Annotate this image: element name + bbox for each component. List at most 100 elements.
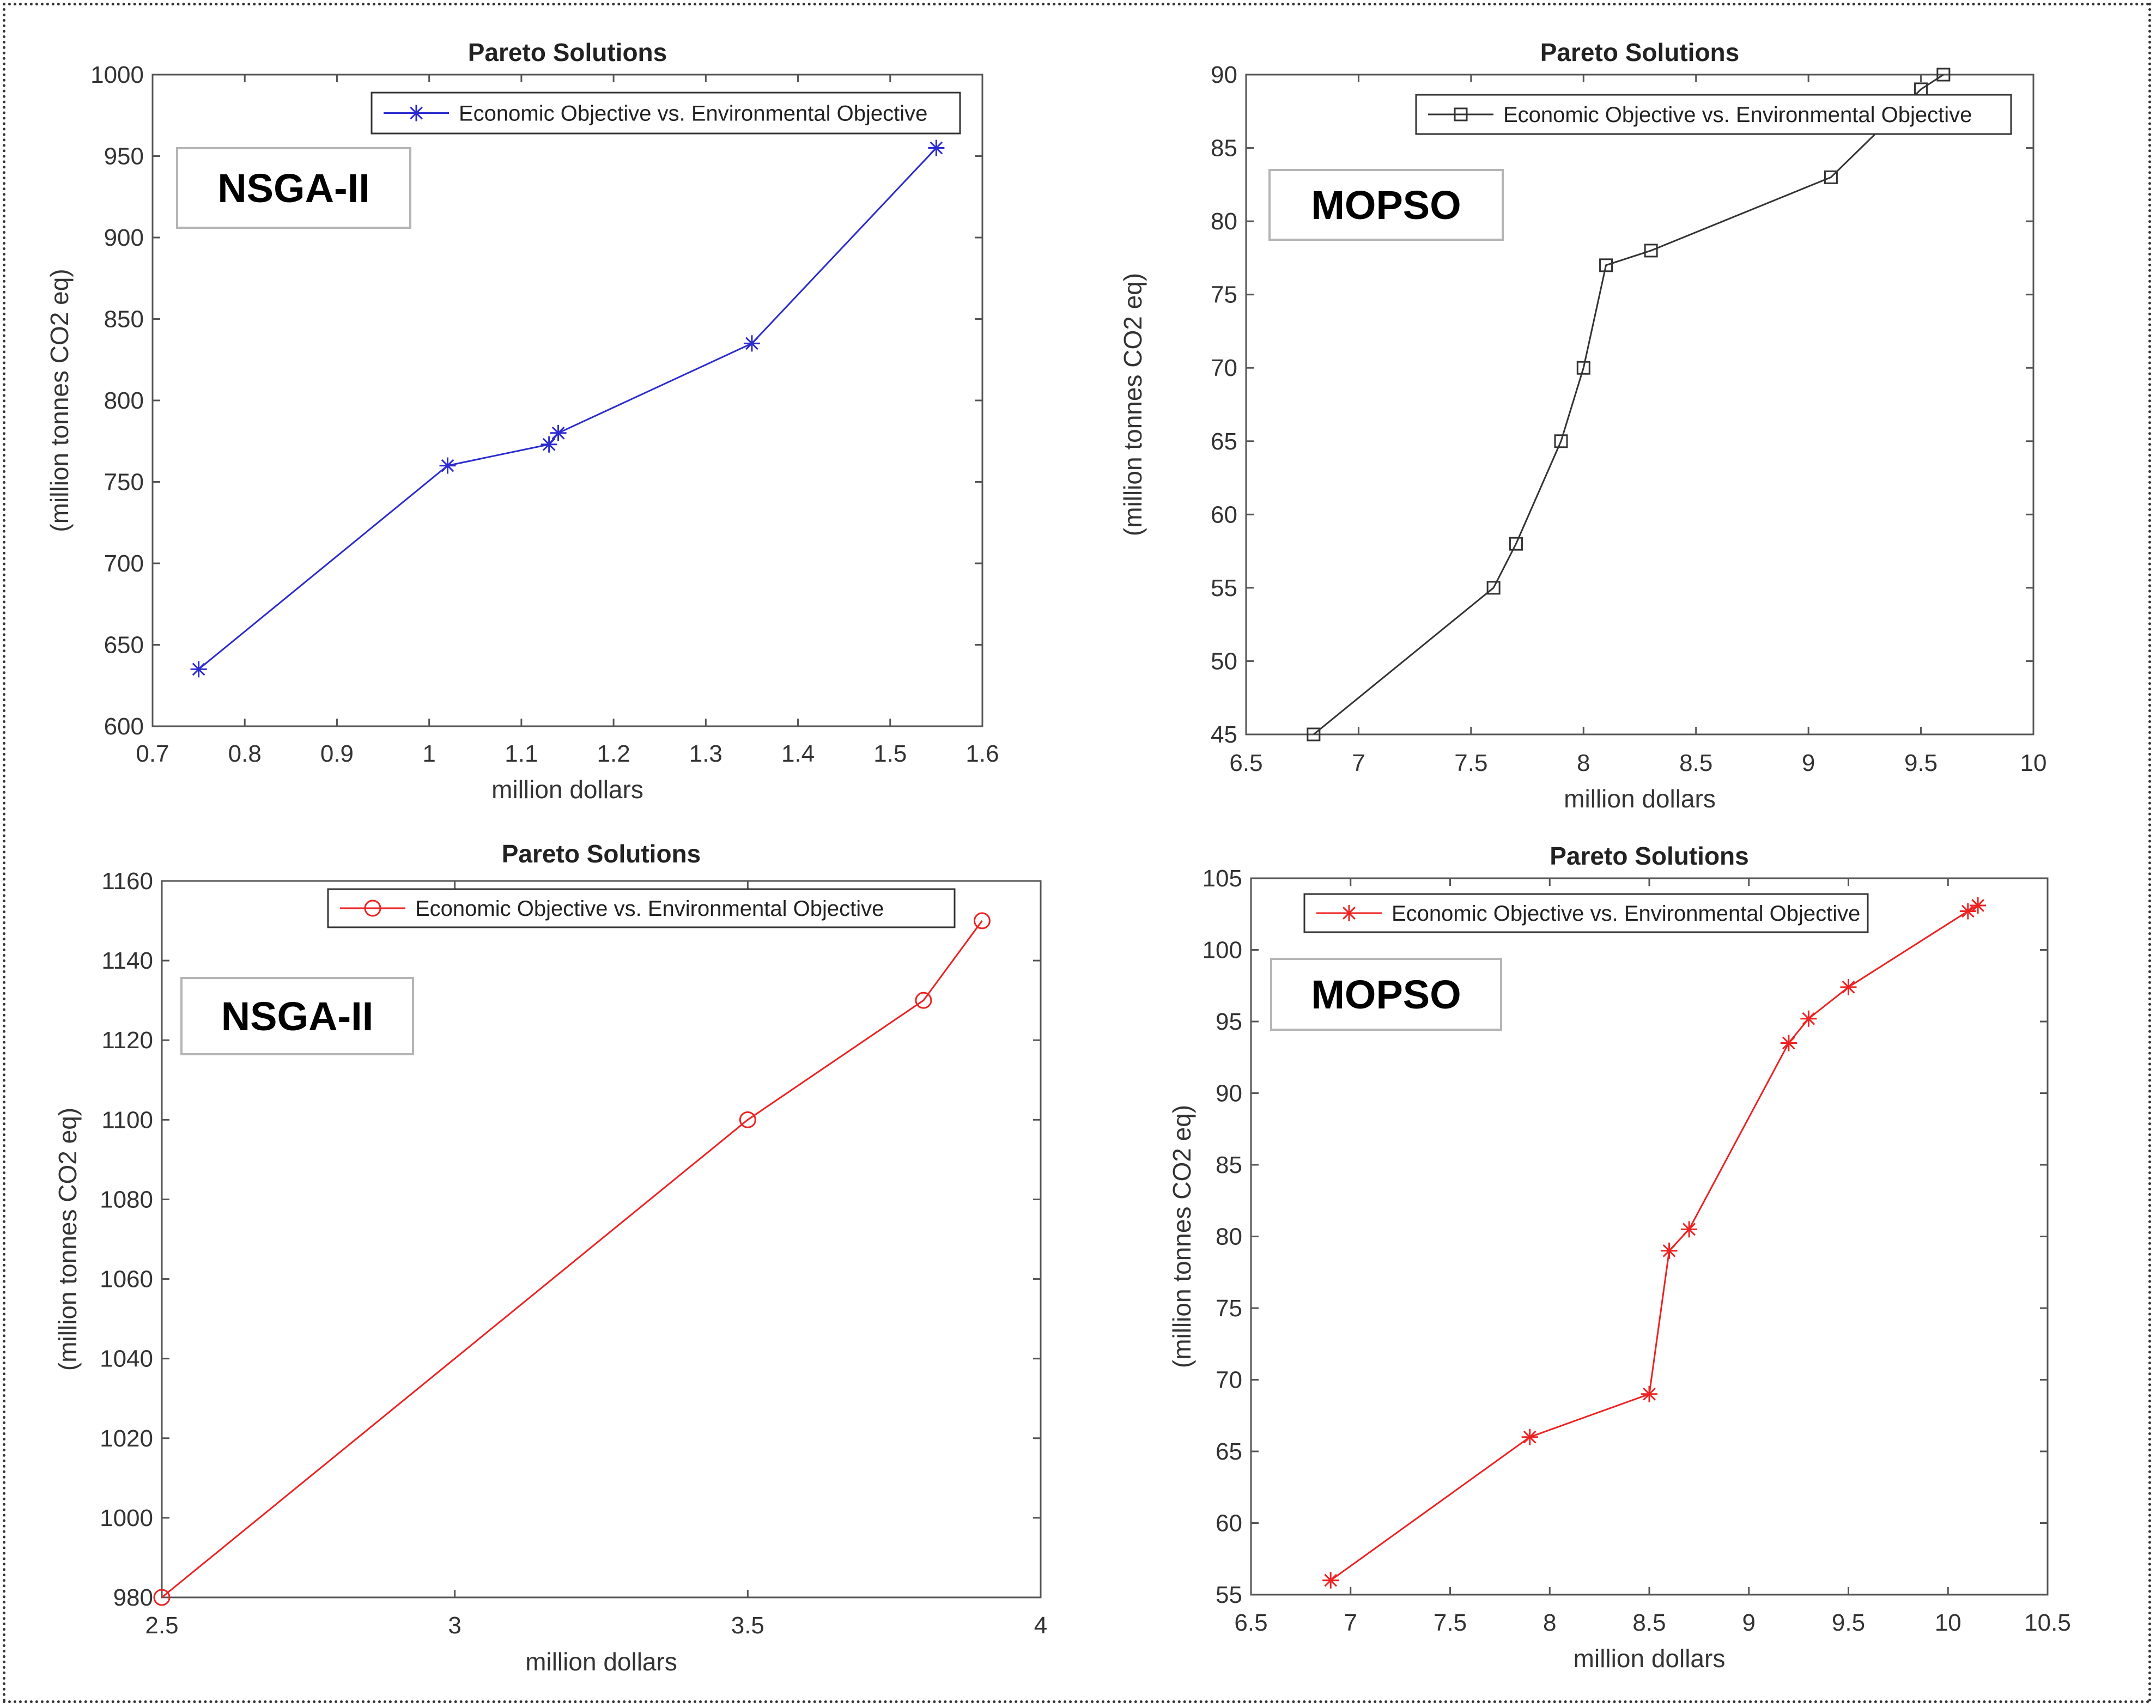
- x-tick-label: 4: [1034, 1612, 1047, 1639]
- y-tick-label: 1060: [100, 1266, 153, 1293]
- y-tick-label: 750: [104, 469, 144, 496]
- chart-panel: Pareto Solutions 2.5 3 3.5 4 980 1000 1020 1040 1…: [53, 840, 1047, 1676]
- y-tick-label: 100: [1202, 937, 1242, 964]
- data-point: [1576, 361, 1590, 375]
- y-tick-label: 600: [104, 713, 144, 740]
- y-tick-label: 95: [1216, 1008, 1242, 1035]
- data-point: [928, 139, 945, 156]
- data-point: [1486, 581, 1501, 595]
- y-tick-label: 1120: [101, 1027, 153, 1054]
- data-point: [1554, 434, 1568, 448]
- data-point: [1521, 1429, 1538, 1445]
- y-tick-label: 1160: [101, 868, 153, 895]
- y-tick-label: 85: [1216, 1152, 1242, 1178]
- x-axis-label: million dollars: [525, 1648, 677, 1676]
- x-tick-label: 6.5: [1234, 1609, 1267, 1636]
- legend-marker: [1341, 905, 1357, 921]
- data-point: [153, 1589, 171, 1606]
- y-tick-label: 980: [113, 1584, 153, 1611]
- data-point: [1681, 1221, 1698, 1238]
- x-axis-label: million dollars: [491, 775, 643, 804]
- legend-label: Economic Objective vs. Environmental Obj…: [415, 897, 884, 921]
- data-point: [1644, 244, 1658, 258]
- y-tick-label: 1000: [90, 62, 144, 88]
- data-point: [743, 335, 760, 352]
- y-tick-label: 1140: [101, 947, 153, 974]
- data-point: [1641, 1385, 1657, 1402]
- data-point: [1780, 1035, 1797, 1051]
- x-tick-label: 3: [448, 1612, 461, 1639]
- y-tick-label: 80: [1211, 208, 1237, 235]
- x-tick-label: 10.5: [2024, 1609, 2071, 1636]
- chart-panel: Pareto Solutions 6.5 7 7.5 8 8.5 9 9.5 10 45 50 55 6…: [1119, 38, 2046, 813]
- data-point: [1307, 727, 1321, 741]
- data-point: [1661, 1242, 1678, 1259]
- y-tick-label: 60: [1216, 1510, 1242, 1537]
- y-tick-label: 700: [104, 550, 144, 577]
- annotation-box: [1270, 958, 1502, 1031]
- chart-title: Pareto Solutions: [468, 38, 667, 66]
- chart-title: Pareto Solutions: [502, 840, 701, 868]
- x-tick-label: 8.5: [1679, 750, 1712, 776]
- x-tick-label: 1: [422, 740, 435, 767]
- x-tick-label: 0.8: [228, 740, 262, 767]
- data-point: [739, 1111, 756, 1128]
- y-tick-label: 70: [1211, 355, 1237, 381]
- x-tick-label: 10: [1935, 1609, 1961, 1636]
- x-tick-label: 1.4: [781, 740, 815, 767]
- x-tick-label: 0.9: [320, 740, 354, 767]
- y-tick-label: 1040: [100, 1346, 153, 1372]
- annotation-label: NSGA-II: [217, 166, 370, 211]
- y-tick-label: 950: [104, 143, 144, 170]
- y-tick-label: 90: [1216, 1080, 1242, 1107]
- data-point: [1840, 978, 1857, 995]
- legend-label: Economic Objective vs. Environmental Obj…: [459, 102, 927, 126]
- annotation-box: [1268, 169, 1504, 241]
- data-point: [190, 661, 207, 678]
- y-tick-label: 90: [1211, 62, 1237, 88]
- y-axis-label: (million tonnes CO2 eq): [1119, 273, 1147, 536]
- y-axis-label: (million tonnes CO2 eq): [53, 1108, 82, 1371]
- data-point: [1970, 897, 1987, 914]
- data-point: [1509, 537, 1523, 551]
- legend-marker: [408, 105, 424, 121]
- legend-box: [1415, 94, 2012, 135]
- x-tick-label: 1.6: [965, 740, 999, 767]
- y-tick-label: 65: [1216, 1438, 1242, 1465]
- y-tick-label: 80: [1216, 1224, 1242, 1250]
- data-point: [1322, 1572, 1339, 1589]
- chart-title: Pareto Solutions: [1540, 38, 1739, 66]
- x-tick-label: 1.1: [505, 740, 538, 767]
- data-point: [540, 436, 557, 453]
- y-tick-label: 55: [1216, 1582, 1242, 1608]
- x-tick-label: 3.5: [731, 1612, 764, 1639]
- y-tick-label: 70: [1216, 1367, 1242, 1394]
- figure-frame: [3, 3, 2151, 1703]
- x-tick-label: 9: [1802, 750, 1815, 776]
- legend-box: [327, 888, 956, 928]
- annotation-box: [176, 147, 411, 229]
- y-tick-label: 75: [1216, 1295, 1242, 1322]
- legend-marker: [1454, 107, 1468, 121]
- x-tick-label: 2.5: [145, 1612, 178, 1639]
- y-tick-label: 105: [1202, 865, 1242, 892]
- legend-box: [371, 92, 961, 135]
- data-point: [1800, 1010, 1817, 1027]
- x-tick-label: 7.5: [1434, 1609, 1467, 1636]
- x-tick-label: 9: [1742, 1609, 1756, 1636]
- x-tick-label: 8: [1577, 750, 1590, 776]
- legend-label: Economic Objective vs. Environmental Obj…: [1392, 902, 1860, 926]
- annotation-label: NSGA-II: [221, 994, 374, 1039]
- y-tick-label: 800: [104, 387, 144, 414]
- x-tick-label: 1.5: [873, 740, 907, 767]
- y-tick-label: 1000: [100, 1505, 153, 1531]
- chart-panel: Pareto Solutions 6.5 7 7.5 8 8.5 9 9.5 10 10.5 55 6…: [1168, 842, 2071, 1673]
- data-point: [1936, 68, 1951, 82]
- x-tick-label: 8.5: [1632, 1609, 1666, 1636]
- legend-marker: [364, 899, 381, 917]
- y-tick-label: 1080: [100, 1186, 153, 1213]
- data-point: [1959, 903, 1976, 920]
- x-tick-label: 9.5: [1904, 750, 1938, 776]
- y-tick-label: 650: [104, 632, 144, 659]
- data-point: [550, 424, 567, 441]
